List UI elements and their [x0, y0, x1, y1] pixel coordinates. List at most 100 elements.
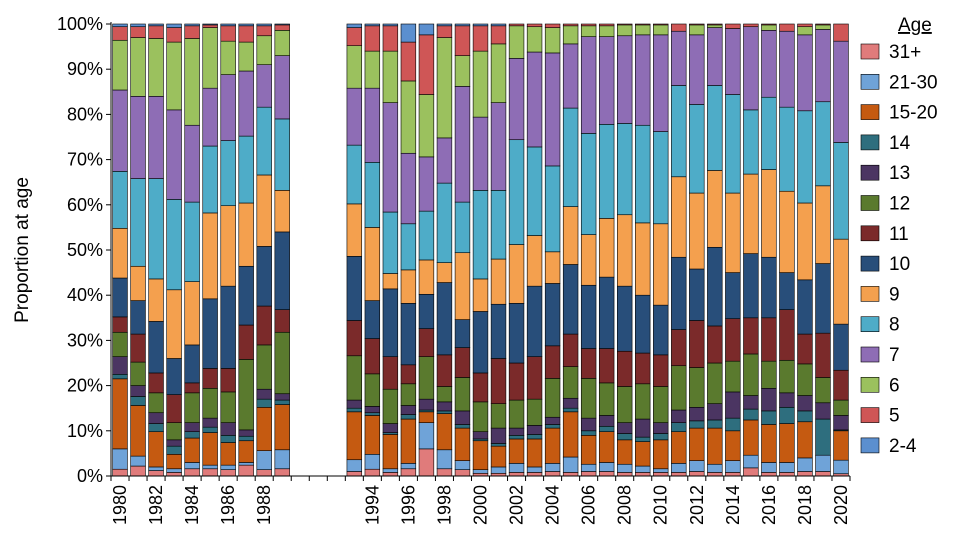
bar-segment-1996-5 — [400, 41, 417, 82]
bar-segment-1980-14 — [112, 373, 128, 380]
bar-segment-1995-13 — [382, 423, 399, 433]
bar-segment-1999-13 — [454, 410, 471, 425]
bar-segment-2008-5 — [617, 23, 633, 26]
bar-segment-2018-21-30 — [797, 457, 813, 472]
bar-segment-2006-5 — [580, 23, 597, 27]
bar-segment-1994-15-20 — [364, 415, 381, 455]
bar-segment-2009-11 — [635, 352, 651, 385]
legend-swatch-31+ — [860, 43, 880, 60]
bar-segment-1987-10 — [238, 265, 254, 326]
bar-segment-2000-21-30 — [472, 469, 489, 474]
x-tick-label: 1998 — [435, 485, 455, 525]
bar-segment-2002-13 — [508, 427, 525, 436]
bar-segment-1996-6 — [400, 80, 417, 154]
bar-segment-2015-8 — [743, 109, 759, 175]
bar-segment-1997-6 — [418, 94, 435, 158]
bar-segment-2009-7 — [635, 34, 651, 126]
bar-segment-1998-6 — [436, 37, 453, 139]
bar-segment-1981-14 — [130, 396, 146, 406]
bar-segment-1993-12 — [346, 355, 363, 401]
legend-label-11: 11 — [889, 224, 909, 245]
bar-2007 — [598, 23, 615, 477]
bar-segment-1980-7 — [112, 89, 128, 172]
bar-segment-2015-10 — [743, 253, 759, 319]
bar-segment-2005-5 — [562, 23, 579, 27]
bar-segment-1996-14 — [400, 414, 417, 420]
bar-segment-1997-5 — [418, 34, 435, 95]
bar-segment-1998-13 — [436, 401, 453, 412]
bar-segment-2002-31+ — [508, 472, 525, 477]
bar-segment-2013-21-30 — [707, 463, 723, 473]
bar-segment-2007-13 — [598, 415, 615, 427]
bar-segment-2009-6 — [635, 24, 651, 36]
bar-segment-2009-13 — [635, 418, 651, 438]
x-tick-label: 1984 — [182, 485, 202, 525]
bar-1989 — [274, 23, 290, 477]
bar-segment-1998-8 — [436, 182, 453, 263]
bar-segment-2020-15-20 — [833, 430, 849, 461]
bar-segment-1988-2-4 — [256, 23, 272, 27]
bar-segment-2005-10 — [562, 264, 579, 335]
bar-segment-1995-6 — [382, 50, 399, 103]
legend-label-9: 9 — [889, 284, 900, 305]
bar-segment-1989-5 — [274, 24, 290, 31]
bar-segment-1994-10 — [364, 300, 381, 339]
bar-segment-2019-13 — [815, 402, 831, 420]
bar-segment-1997-8 — [418, 210, 435, 261]
bar-segment-1993-13 — [346, 399, 363, 409]
bar-segment-2017-8 — [779, 106, 795, 192]
legend-swatch-15-20 — [860, 104, 880, 120]
bar-segment-2016-14 — [761, 410, 777, 425]
bar-segment-2020-7 — [833, 40, 849, 143]
bar-segment-1985-5 — [202, 24, 218, 28]
bar-segment-1982-13 — [148, 412, 164, 424]
bar-segment-2012-31+ — [689, 471, 705, 477]
bar-2012 — [689, 23, 705, 477]
bar-segment-1982-21-30 — [148, 466, 164, 471]
bar-segment-2000-7 — [472, 116, 489, 191]
bar-segment-1999-11 — [454, 347, 471, 378]
x-tick-label: 1988 — [254, 485, 274, 525]
bar-segment-2008-6 — [617, 24, 633, 37]
bar-segment-1982-10 — [148, 321, 164, 374]
bar-segment-1989-7 — [274, 55, 290, 120]
bar-segment-2000-8 — [472, 190, 489, 280]
bar-segment-2002-21-30 — [508, 463, 525, 473]
bar-segment-2016-11 — [761, 317, 777, 362]
bar-segment-1986-15-20 — [220, 442, 236, 466]
bar-segment-2002-14 — [508, 435, 525, 440]
bar-segment-2011-7 — [671, 30, 687, 86]
bar-segment-2010-12 — [653, 386, 669, 423]
bar-segment-1986-10 — [220, 285, 236, 369]
bar-segment-2015-21-30 — [743, 454, 759, 469]
bar-segment-1994-13 — [364, 406, 381, 414]
bar-segment-2000-12 — [472, 401, 489, 432]
bar-segment-1985-10 — [202, 298, 218, 369]
bar-segment-2007-10 — [598, 276, 615, 349]
bar-segment-2017-21-30 — [779, 462, 795, 473]
bar-segment-1981-21-30 — [130, 455, 146, 467]
bar-segment-2012-10 — [689, 268, 705, 321]
bar-segment-1985-11 — [202, 368, 218, 389]
bar-2001 — [490, 23, 507, 477]
bar-segment-1994-14 — [364, 412, 381, 416]
bar-segment-2017-5 — [779, 23, 795, 32]
bar-segment-1989-8 — [274, 118, 290, 191]
bar-segment-2013-14 — [707, 419, 723, 429]
bar-segment-1988-8 — [256, 106, 272, 176]
bar-segment-2010-10 — [653, 304, 669, 356]
bar-segment-1985-8 — [202, 145, 218, 214]
legend: Age 31+ 21-30 15-20 14 13 12 11 10 9 8 7 6 5 2-4 — [860, 15, 938, 457]
bar-segment-1995-10 — [382, 288, 399, 357]
bar-segment-2011-31+ — [671, 472, 687, 477]
bar-1997 — [418, 23, 435, 477]
bar-segment-1982-7 — [148, 96, 164, 179]
bar-segment-1983-8 — [166, 199, 182, 291]
bar-segment-2012-5 — [689, 23, 705, 26]
bar-segment-2013-8 — [707, 85, 723, 171]
bar-segment-2009-5 — [635, 23, 651, 26]
bar-segment-2006-8 — [580, 133, 597, 235]
bar-segment-1996-15-20 — [400, 418, 417, 464]
bar-segment-1987-11 — [238, 324, 254, 360]
